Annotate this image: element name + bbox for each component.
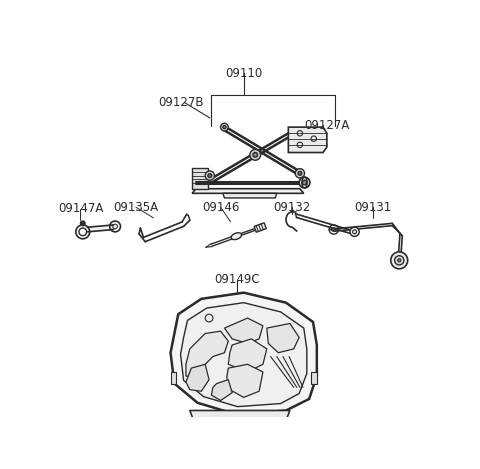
Ellipse shape [231, 233, 241, 240]
Circle shape [298, 171, 302, 175]
Polygon shape [228, 339, 267, 372]
Text: 09132: 09132 [274, 201, 311, 214]
Circle shape [299, 177, 310, 188]
Polygon shape [267, 324, 299, 353]
Circle shape [350, 227, 359, 236]
Circle shape [221, 123, 228, 131]
Polygon shape [192, 168, 207, 189]
Text: 09127B: 09127B [158, 96, 204, 109]
Polygon shape [186, 364, 209, 391]
Circle shape [295, 169, 304, 178]
Polygon shape [190, 410, 290, 421]
Polygon shape [170, 293, 317, 414]
Polygon shape [223, 193, 277, 198]
Ellipse shape [228, 433, 259, 441]
Polygon shape [225, 318, 263, 343]
Text: 09110: 09110 [225, 67, 262, 80]
Text: 09131: 09131 [354, 201, 392, 214]
Polygon shape [254, 223, 266, 232]
Polygon shape [186, 331, 228, 380]
Polygon shape [217, 421, 267, 430]
Polygon shape [288, 127, 327, 152]
Polygon shape [170, 372, 176, 384]
Polygon shape [180, 303, 307, 407]
Circle shape [205, 171, 215, 180]
Text: 09146: 09146 [202, 201, 239, 214]
Text: 09127A: 09127A [304, 119, 349, 132]
Circle shape [391, 252, 408, 269]
Text: 09135A: 09135A [113, 201, 158, 214]
Circle shape [81, 221, 85, 226]
Circle shape [398, 259, 401, 262]
Polygon shape [312, 372, 317, 384]
Ellipse shape [225, 429, 263, 438]
Circle shape [302, 180, 307, 185]
Bar [232, 443, 255, 449]
Text: 09147A: 09147A [58, 202, 103, 215]
Circle shape [253, 152, 258, 157]
Circle shape [223, 126, 226, 129]
Polygon shape [192, 189, 304, 193]
Polygon shape [227, 364, 263, 397]
Text: 09149C: 09149C [214, 273, 260, 286]
Circle shape [250, 150, 261, 160]
Circle shape [395, 256, 404, 265]
Circle shape [208, 174, 212, 178]
Polygon shape [211, 380, 232, 401]
